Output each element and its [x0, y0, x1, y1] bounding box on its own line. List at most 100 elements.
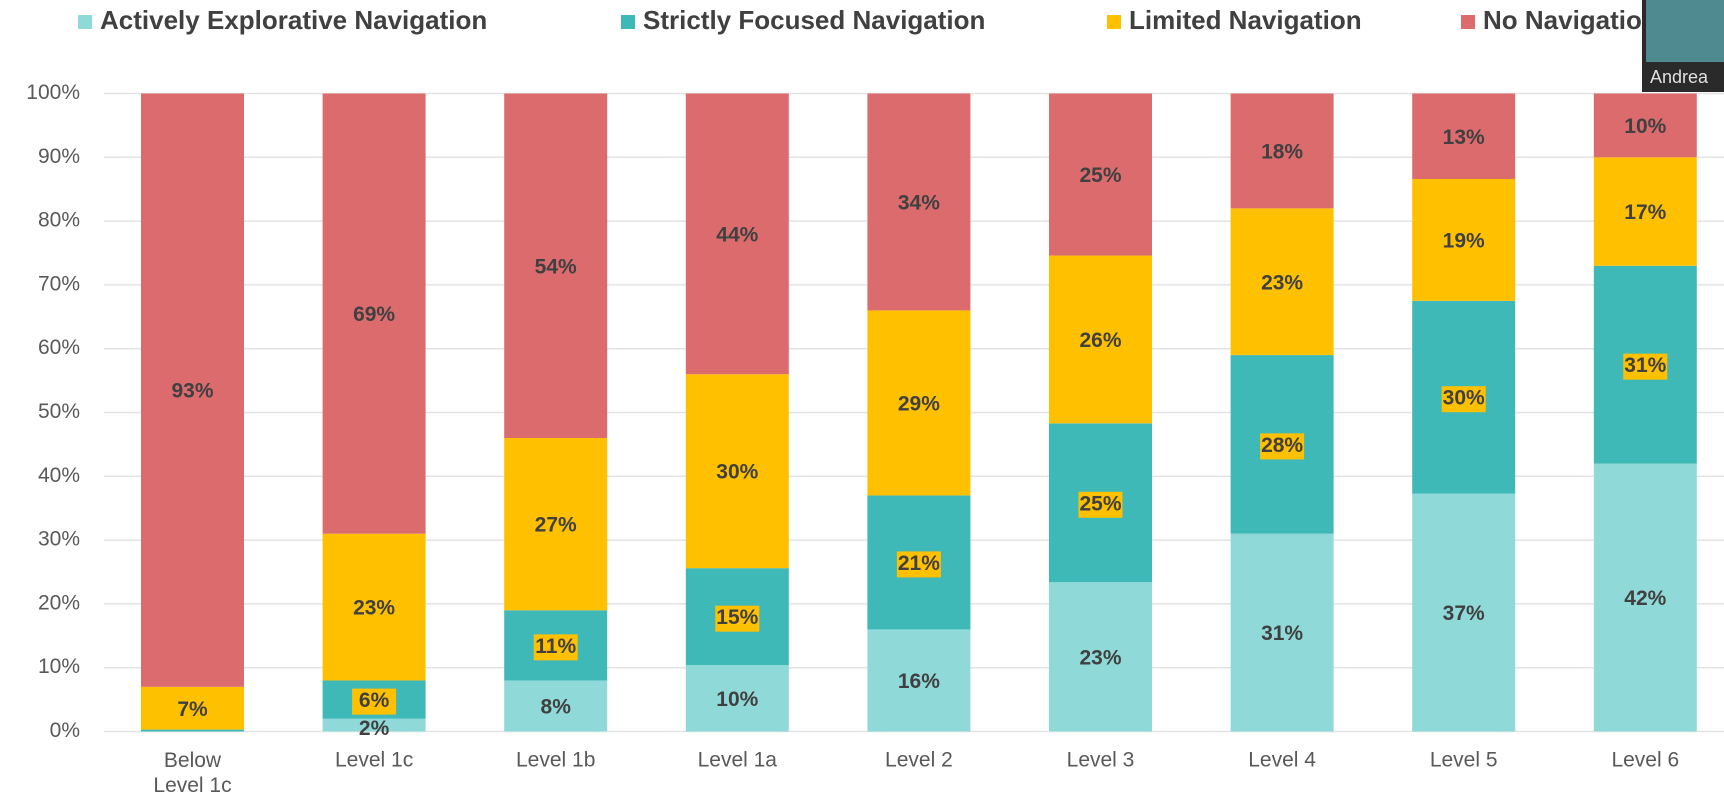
data-label: 23% — [353, 597, 395, 620]
data-label-box — [1441, 386, 1486, 413]
data-label: 2% — [359, 717, 390, 740]
data-label: 11% — [535, 635, 576, 658]
data-label-box — [1260, 433, 1305, 460]
bar-segment — [1593, 93, 1697, 158]
y-tick-label: 40% — [38, 464, 80, 487]
data-label: 10% — [716, 688, 758, 711]
data-label: 19% — [1443, 229, 1485, 252]
labels: Below Level 1c 7% 93% Level 1c 2% 6% 23% 69% Leve… — [153, 115, 1679, 797]
x-tick-label: Level 1a — [698, 749, 778, 772]
bar-segment — [504, 680, 608, 732]
overlay-video — [1646, 0, 1724, 62]
data-label-box — [896, 551, 941, 578]
data-label: 37% — [1443, 602, 1485, 625]
y-tick-label: 80% — [38, 209, 80, 232]
data-label: 13% — [1443, 126, 1485, 149]
data-label: 29% — [898, 392, 940, 415]
data-label: 26% — [1079, 329, 1121, 352]
data-label: 8% — [541, 696, 572, 719]
data-label: 25% — [1079, 164, 1121, 187]
bar-segment — [1230, 208, 1334, 356]
data-label: 21% — [898, 552, 940, 575]
bar-segment — [322, 533, 426, 681]
legend-label: Actively Explorative Navigation — [100, 5, 487, 35]
x-tick-label: Level 6 — [1611, 749, 1679, 772]
y-tick-label: 70% — [38, 272, 80, 295]
data-label-box — [715, 605, 760, 632]
legend-swatch — [1461, 15, 1475, 29]
bar-segment — [322, 718, 426, 732]
data-label: 25% — [1079, 492, 1121, 515]
bar-segment — [504, 438, 608, 611]
data-label-box — [352, 688, 397, 715]
data-label-box — [533, 634, 578, 661]
bar-segment — [1593, 463, 1697, 732]
bar-segment — [141, 93, 244, 687]
bar-segment — [867, 629, 971, 732]
y-tick-label: 50% — [38, 400, 80, 423]
bar-segment — [1049, 255, 1152, 424]
overlay-name: Andrea — [1650, 67, 1709, 87]
bar-segment — [1412, 93, 1516, 179]
bar-segment — [1412, 178, 1516, 301]
legend-swatch — [78, 15, 92, 29]
video-overlay: Andrea — [1642, 0, 1724, 92]
data-label: 27% — [535, 514, 577, 537]
data-label: 34% — [898, 192, 940, 215]
bar-segment — [867, 93, 971, 311]
bar-segment — [1049, 582, 1152, 732]
legend-label: Limited Navigation — [1129, 5, 1362, 35]
bar-segment — [322, 93, 426, 534]
legend: Actively Explorative Navigation Strictly … — [78, 5, 1658, 35]
bar-segment — [1049, 93, 1152, 256]
x-tick-label: Level 3 — [1067, 749, 1135, 772]
data-label: 18% — [1261, 140, 1303, 163]
x-tick-label: Level 4 — [1248, 749, 1316, 772]
data-label: 42% — [1624, 587, 1666, 610]
x-tick-label: Below Level 1c — [153, 749, 231, 797]
data-label: 31% — [1624, 354, 1666, 377]
bar-segment — [867, 310, 971, 496]
data-label: 44% — [716, 223, 758, 246]
y-tick-label: 20% — [38, 591, 80, 614]
y-tick-label: 0% — [50, 719, 80, 742]
data-label-box — [1623, 353, 1668, 380]
bar-segment — [685, 93, 789, 375]
data-label: 31% — [1261, 622, 1303, 645]
y-tick-label: 100% — [26, 81, 80, 104]
data-label: 7% — [177, 698, 208, 721]
data-label: 93% — [171, 380, 213, 403]
bar-segment — [1412, 493, 1516, 732]
x-tick-label: Level 1b — [516, 749, 595, 772]
y-tick-label: 30% — [38, 528, 80, 551]
data-label: 6% — [359, 689, 390, 712]
data-label: 15% — [716, 606, 758, 629]
data-label: 54% — [535, 255, 577, 278]
y-tick-label: 60% — [38, 336, 80, 359]
bar-segment — [1593, 157, 1697, 266]
y-tick-label: 90% — [38, 145, 80, 168]
data-label: 10% — [1624, 115, 1666, 138]
legend-label: Strictly Focused Navigation — [643, 5, 985, 35]
bar-segment — [685, 665, 789, 732]
data-label: 23% — [1261, 271, 1303, 294]
y-tick-label: 10% — [38, 655, 80, 678]
data-label: 17% — [1624, 201, 1666, 224]
data-label: 69% — [353, 303, 395, 326]
bar-segment — [1230, 93, 1334, 209]
data-label: 28% — [1261, 434, 1303, 457]
legend-swatch — [1107, 15, 1121, 29]
bar-segment — [685, 374, 789, 569]
data-label: 30% — [1443, 387, 1485, 410]
bars — [141, 93, 1697, 732]
legend-label: No Navigation — [1483, 5, 1658, 35]
bar-segment — [141, 729, 244, 732]
data-label: 30% — [716, 461, 758, 484]
x-tick-label: Level 2 — [885, 749, 953, 772]
x-tick-label: Level 5 — [1430, 749, 1498, 772]
data-label: 16% — [898, 670, 940, 693]
data-label-box — [1078, 491, 1123, 518]
bar-segment — [504, 93, 608, 439]
legend-swatch — [621, 15, 635, 29]
